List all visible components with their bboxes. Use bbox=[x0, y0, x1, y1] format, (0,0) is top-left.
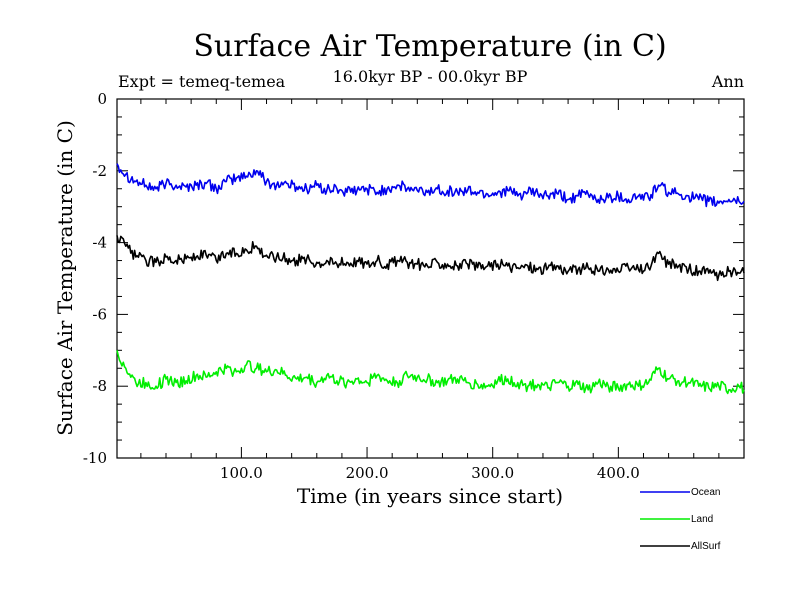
x-tick-label: 100.0 bbox=[220, 464, 263, 482]
chart-subtitle: 16.0kyr BP - 00.0kyr BP bbox=[333, 67, 528, 86]
series-line-ocean bbox=[116, 163, 745, 208]
legend-label-land: Land bbox=[691, 514, 713, 525]
series-line-land bbox=[116, 350, 745, 395]
legend-label-allsurf: AllSurf bbox=[691, 541, 721, 552]
y-tick-label: -6 bbox=[92, 305, 107, 323]
x-tick-label: 200.0 bbox=[346, 464, 389, 482]
y-axis-label: Surface Air Temperature (in C) bbox=[53, 120, 77, 436]
x-tick-label: 300.0 bbox=[471, 464, 514, 482]
y-tick-label: -2 bbox=[92, 162, 107, 180]
y-tick-label: -10 bbox=[83, 449, 107, 467]
y-tick-label: -4 bbox=[92, 234, 107, 252]
axis-ticks: 0 -2 -4 -6 -8 -10 100.0 200.0 300.0 400.0 bbox=[83, 90, 744, 482]
legend: Ocean Land AllSurf bbox=[640, 487, 721, 552]
x-tick-label: 400.0 bbox=[597, 464, 640, 482]
x-axis-label: Time (in years since start) bbox=[297, 484, 563, 508]
series-line-allsurf bbox=[116, 235, 745, 282]
y-tick-label: 0 bbox=[97, 90, 107, 108]
y-tick-label: -8 bbox=[92, 377, 107, 395]
legend-label-ocean: Ocean bbox=[691, 487, 720, 498]
experiment-label: Expt = temeq-temea bbox=[118, 72, 286, 91]
series-lines bbox=[116, 163, 745, 395]
plot-frame bbox=[116, 98, 745, 459]
chart-title: Surface Air Temperature (in C) bbox=[193, 29, 666, 64]
season-label: Ann bbox=[711, 72, 744, 91]
